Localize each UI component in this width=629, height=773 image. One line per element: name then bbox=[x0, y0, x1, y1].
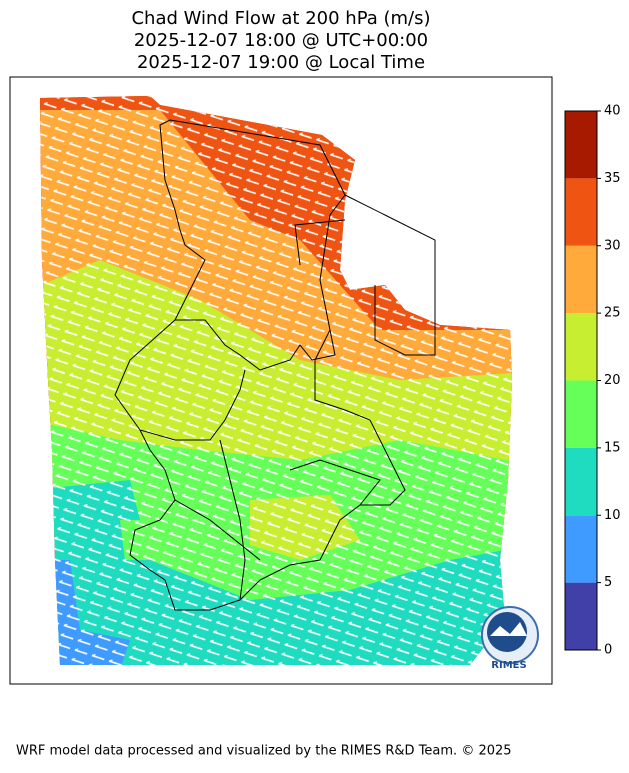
colorbar-tick-label: 15 bbox=[604, 440, 621, 455]
title-line: 2025-12-07 19:00 @ Local Time bbox=[137, 52, 425, 73]
colorbar-segment bbox=[565, 245, 597, 314]
colorbar-tick-label: 10 bbox=[604, 508, 621, 523]
colorbar-tick-label: 40 bbox=[604, 104, 621, 119]
colorbar-segment bbox=[565, 178, 597, 246]
title-line: Chad Wind Flow at 200 hPa (m/s) bbox=[131, 8, 430, 29]
colorbar-segment bbox=[565, 111, 597, 179]
colorbar-tick-label: 5 bbox=[604, 575, 612, 590]
colorbar-segment bbox=[565, 515, 597, 583]
logo: RIMES bbox=[481, 606, 539, 671]
colorbar: 0 5 10 15 20 25 30 35 40 bbox=[564, 104, 621, 658]
colorbar-tick-label: 30 bbox=[604, 238, 621, 253]
colorbar-tick-label: 0 bbox=[604, 643, 612, 658]
colorbar-segment bbox=[565, 380, 597, 448]
colorbar-tick-label: 35 bbox=[604, 171, 621, 186]
logo-text: RIMES bbox=[491, 660, 526, 671]
colorbar-segment bbox=[565, 447, 597, 516]
colorbar-tick-label: 25 bbox=[604, 306, 621, 321]
colorbar-tick-label: 20 bbox=[604, 373, 621, 388]
footer: WRF model data processed and visualized … bbox=[16, 744, 512, 759]
colorbar-segment bbox=[565, 582, 597, 650]
title-line: 2025-12-07 18:00 @ UTC+00:00 bbox=[134, 30, 428, 51]
borders bbox=[114, 119, 436, 611]
colorbar-segment bbox=[565, 313, 597, 381]
